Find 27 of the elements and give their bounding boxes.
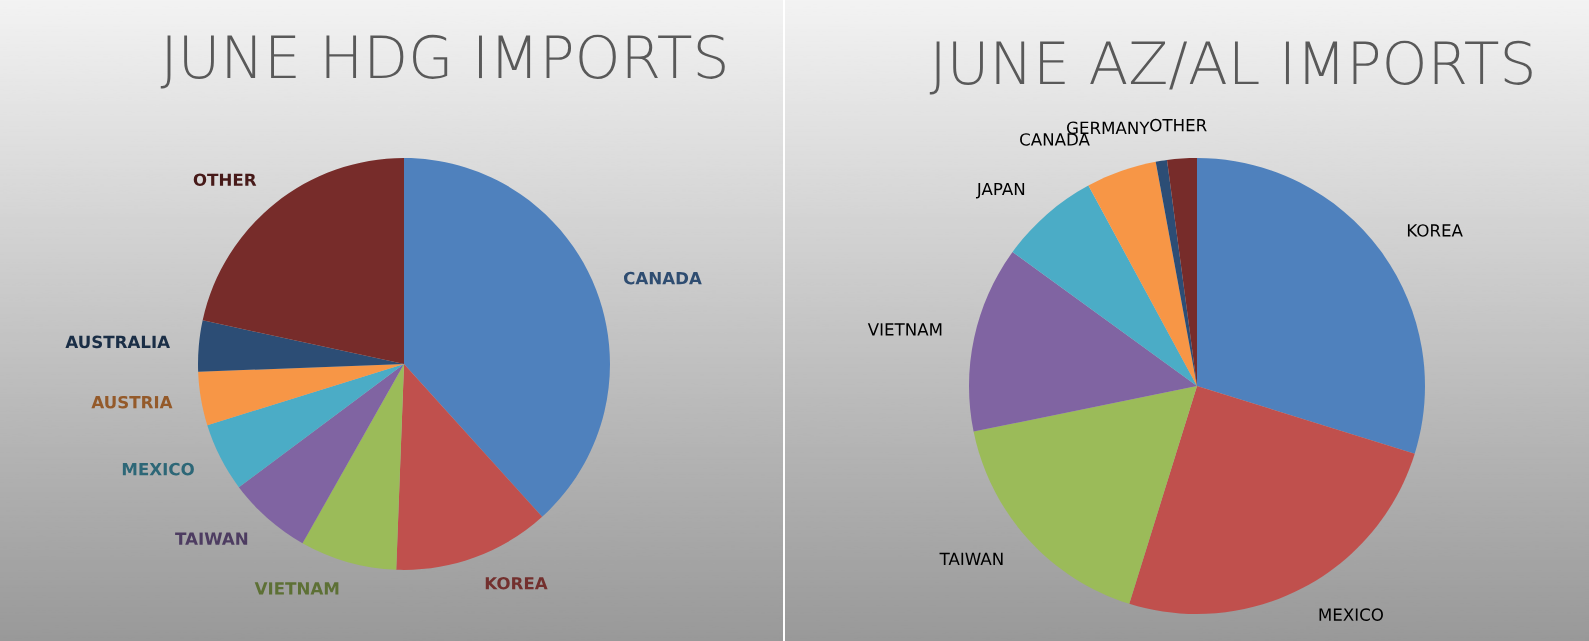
slice-label: TAIWAN: [175, 532, 248, 545]
pie-slice: [1088, 161, 1197, 386]
chart-title: JUNE AZ/AL IMPORTS: [929, 40, 1532, 95]
slice-label: JAPAN: [975, 182, 1025, 199]
slice-label: TAIWAN: [939, 552, 1003, 565]
pie-slice: [302, 364, 404, 570]
pie-slice: [969, 251, 1197, 432]
pie-slice: [198, 364, 404, 426]
pie-slice: [396, 364, 543, 570]
slice-label: CANADA: [623, 271, 702, 285]
slice-label: MEXICO: [1319, 608, 1383, 621]
slice-label: AUSTRALIA: [65, 335, 170, 349]
slice-label: KOREA: [1407, 224, 1463, 237]
slice-label: AUSTRIA: [91, 395, 173, 409]
pie-slice: [207, 364, 404, 488]
pie-slice: [1155, 159, 1197, 386]
slice-label: CANADA: [1020, 133, 1090, 146]
slice-label: MEXICO: [122, 462, 194, 476]
slice-label: GERMANY: [1066, 121, 1150, 135]
slice-label: OTHER: [1150, 118, 1207, 132]
pie-slice: [404, 158, 610, 517]
slice-label: VIETNAM: [867, 323, 942, 336]
slice-label: OTHER: [193, 173, 257, 187]
slice-label: KOREA: [485, 576, 548, 590]
chart-title: JUNE HDG IMPORTS: [160, 34, 725, 89]
slice-label: VIETNAM: [254, 582, 339, 595]
pie-slice: [198, 320, 404, 372]
